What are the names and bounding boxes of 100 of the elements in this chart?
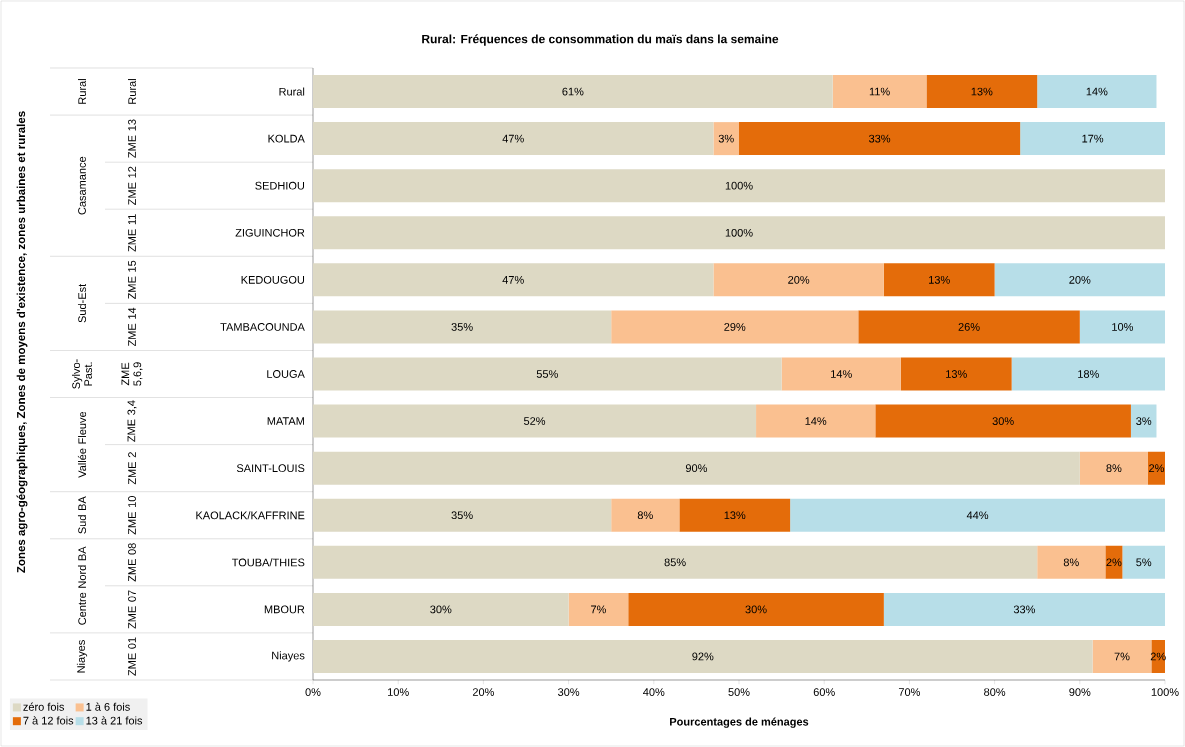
- data-label: 8%: [637, 511, 653, 520]
- chart-title: Rural: Fréquences de consommation du maïs dans la semaine: [422, 34, 779, 46]
- bar: [713, 263, 884, 297]
- text: ZME 13: [128, 119, 136, 158]
- bar: [1122, 545, 1166, 579]
- bar: [1037, 545, 1106, 579]
- data-label: 13%: [724, 511, 746, 520]
- text: Vallée Fleuve: [77, 411, 87, 478]
- text: ZME 14: [128, 307, 136, 347]
- data-label: 90%: [685, 464, 708, 473]
- bar: [1011, 357, 1166, 391]
- data-label: 14%: [1086, 87, 1108, 96]
- bar: [858, 310, 1080, 344]
- data-label: 20%: [788, 275, 810, 284]
- bar: [611, 498, 680, 532]
- bar: [313, 263, 714, 297]
- y-tick-label: SAINT-LOUIS: [236, 464, 305, 473]
- x-tick-label: 100%: [1151, 688, 1179, 696]
- bar: [1079, 451, 1148, 485]
- data-label: 3%: [718, 134, 734, 143]
- legend-label: 1 à 6 fois: [86, 702, 130, 711]
- y-tick-label: MBOUR: [264, 605, 305, 614]
- data-label: 100%: [725, 181, 753, 190]
- data-label: 85%: [664, 558, 686, 567]
- bar: [1130, 404, 1157, 438]
- data-label: 33%: [1013, 605, 1036, 614]
- bar: [313, 404, 757, 438]
- text: Casamance: [78, 156, 86, 215]
- legend-label: 7 à 12 fois: [23, 716, 74, 725]
- bar: [900, 357, 1012, 391]
- y-tick-label: SEDHIOU: [255, 181, 305, 190]
- data-label: 30%: [745, 605, 767, 614]
- y-tick-label: KOLDA: [268, 134, 305, 143]
- bar: [313, 216, 1166, 250]
- bar: [1147, 451, 1166, 485]
- text: ZME 07: [128, 590, 136, 629]
- legend-label: zéro fois: [23, 702, 65, 711]
- text: ZME 10: [128, 496, 136, 535]
- legend-label: 13 à 21 fois: [86, 716, 143, 725]
- text: ZME 15: [128, 260, 136, 300]
- data-label: 44%: [966, 511, 989, 520]
- bar: [313, 122, 714, 156]
- data-label: 7%: [591, 605, 606, 614]
- data-label: 13%: [946, 370, 967, 378]
- bar: [883, 592, 1166, 626]
- x-axis-title: Pourcentages de ménages: [670, 717, 809, 728]
- data-label: 30%: [430, 605, 452, 614]
- x-tick-label: 30%: [558, 688, 580, 696]
- text: Sud BA: [77, 496, 87, 534]
- bar: [1037, 75, 1157, 109]
- data-label: 17%: [1082, 134, 1104, 143]
- x-tick-label: 70%: [898, 688, 921, 696]
- text: Niayes: [76, 640, 88, 673]
- data-label: 100%: [725, 228, 753, 237]
- y-tick-label: MATAM: [267, 417, 304, 425]
- text: Sud-Est: [77, 283, 87, 323]
- y-tick-label: KEDOUGOU: [241, 275, 305, 284]
- bar: [832, 75, 927, 109]
- bar: [313, 451, 1080, 485]
- data-label: 47%: [502, 276, 524, 284]
- text: Centre Nord BA: [77, 546, 87, 625]
- y-tick-label: Niayes: [272, 651, 305, 662]
- data-label: 2%: [1149, 464, 1165, 473]
- bar: [883, 263, 995, 297]
- x-tick-label: 90%: [1069, 688, 1091, 696]
- bar: [1020, 122, 1166, 156]
- bar: [628, 592, 884, 626]
- bar: [1105, 545, 1123, 579]
- data-label: 26%: [958, 323, 980, 331]
- bar: [313, 75, 833, 109]
- bar: [790, 498, 1166, 532]
- bar: [313, 169, 1166, 203]
- data-label: 61%: [562, 87, 584, 96]
- x-tick-label: 20%: [472, 688, 495, 696]
- x-tick-label: 40%: [643, 688, 665, 696]
- text: ZME 2: [128, 452, 136, 485]
- bar: [713, 122, 740, 156]
- y-tick-label: KAOLACK/KAFFRINE: [196, 511, 305, 520]
- data-label: 13%: [929, 275, 950, 284]
- bar: [926, 75, 1038, 109]
- data-label: 18%: [1078, 370, 1099, 378]
- data-label: 35%: [451, 511, 473, 520]
- data-label: 11%: [869, 87, 890, 96]
- bar: [1092, 639, 1152, 673]
- data-label: 30%: [992, 417, 1014, 425]
- bar: [994, 263, 1166, 297]
- bar: [739, 122, 1021, 156]
- text: ZME 3,4: [127, 400, 137, 442]
- data-label: 3%: [1136, 417, 1152, 425]
- x-tick-label: 60%: [813, 688, 835, 696]
- data-label: 2%: [1106, 558, 1122, 567]
- bar: [1079, 310, 1166, 344]
- text: ZME 11: [128, 214, 136, 252]
- text: Rural: [77, 79, 87, 104]
- data-label: 14%: [805, 417, 827, 425]
- bar: [313, 545, 1038, 579]
- x-tick-label: 50%: [728, 688, 750, 696]
- y-tick-label: ZIGUINCHOR: [235, 228, 305, 237]
- bar: [313, 310, 612, 344]
- text: Sylvo-Past.: [71, 359, 93, 389]
